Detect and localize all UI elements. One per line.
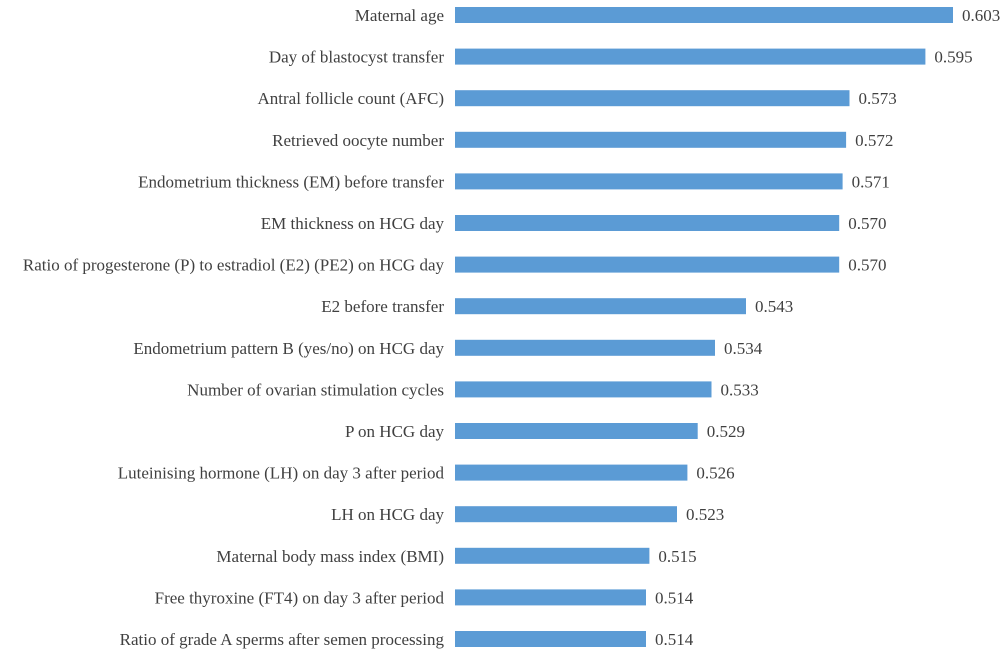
bar bbox=[455, 48, 926, 65]
bar bbox=[455, 589, 646, 606]
category-label: Ratio of progesterone (P) to estradiol (… bbox=[23, 256, 445, 275]
value-label: 0.571 bbox=[852, 172, 890, 191]
value-label: 0.603 bbox=[962, 6, 1000, 25]
category-label: Antral follicle count (AFC) bbox=[258, 89, 445, 108]
value-label: 0.573 bbox=[859, 89, 897, 108]
bar bbox=[455, 339, 715, 356]
category-label: Luteinising hormone (LH) on day 3 after … bbox=[118, 464, 445, 483]
value-label: 0.570 bbox=[848, 214, 886, 233]
value-label: 0.595 bbox=[934, 48, 972, 67]
bar bbox=[455, 381, 712, 398]
value-label: 0.543 bbox=[755, 297, 793, 316]
bar bbox=[455, 173, 843, 190]
value-label: 0.515 bbox=[658, 547, 696, 566]
category-label: Day of blastocyst transfer bbox=[269, 48, 444, 67]
bar bbox=[455, 506, 677, 523]
bar bbox=[455, 256, 840, 273]
value-label: 0.529 bbox=[707, 422, 745, 441]
bar bbox=[455, 215, 840, 231]
category-label: LH on HCG day bbox=[331, 505, 444, 524]
category-label: Endometrium pattern B (yes/no) on HCG da… bbox=[133, 339, 444, 358]
value-label: 0.523 bbox=[686, 505, 724, 524]
category-label: Maternal age bbox=[355, 6, 444, 25]
category-label: Number of ovarian stimulation cycles bbox=[187, 380, 444, 399]
value-labels: 0.603 0.595 0.573 0.572 0.571 0.570 0.570 0.543… bbox=[655, 6, 1000, 649]
bar bbox=[455, 90, 850, 107]
value-label: 0.572 bbox=[855, 131, 893, 150]
bar bbox=[455, 423, 698, 439]
category-label: E2 before transfer bbox=[321, 297, 444, 316]
category-label: Ratio of grade A sperms after semen proc… bbox=[120, 630, 445, 649]
value-label: 0.570 bbox=[848, 256, 886, 275]
category-label: Free thyroxine (FT4) on day 3 after peri… bbox=[155, 588, 445, 607]
value-label: 0.533 bbox=[721, 380, 759, 399]
category-label: Retrieved oocyte number bbox=[272, 131, 444, 150]
bar bbox=[455, 131, 847, 148]
value-label: 0.526 bbox=[696, 464, 734, 483]
category-label: Endometrium thickness (EM) before transf… bbox=[138, 172, 444, 191]
bar bbox=[455, 7, 953, 23]
value-label: 0.534 bbox=[724, 339, 763, 358]
bars-layer bbox=[455, 7, 953, 647]
bar bbox=[455, 547, 650, 564]
category-labels: Maternal age Day of blastocyst transfer An… bbox=[23, 6, 445, 649]
bar bbox=[455, 298, 746, 315]
value-label: 0.514 bbox=[655, 630, 694, 649]
bar bbox=[455, 464, 688, 481]
category-label: EM thickness on HCG day bbox=[261, 214, 445, 233]
category-label: P on HCG day bbox=[345, 422, 445, 441]
category-label: Maternal body mass index (BMI) bbox=[216, 547, 444, 566]
value-label: 0.514 bbox=[655, 588, 694, 607]
bar bbox=[455, 631, 646, 647]
